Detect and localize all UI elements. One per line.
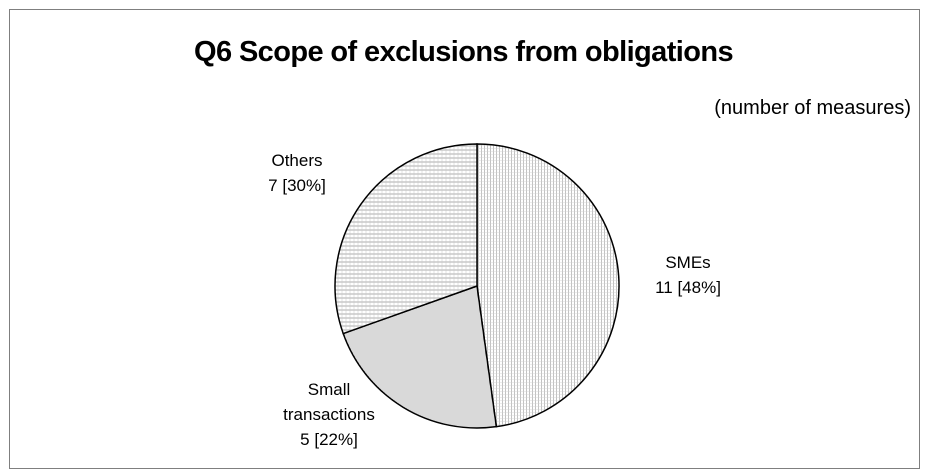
chart-title: Q6 Scope of exclusions from obligations: [194, 36, 734, 68]
pie-slice-others: [334, 143, 478, 335]
pie-chart: [334, 143, 620, 429]
slice-name-line-2: transactions: [283, 405, 375, 424]
slice-label-small-transactions: Small transactions 5 [22%]: [274, 377, 384, 452]
slice-value: 7 [30%]: [268, 176, 326, 195]
slice-value: 11 [48%]: [655, 278, 721, 297]
slice-value: 5 [22%]: [300, 430, 358, 449]
slice-name: Others: [271, 151, 323, 170]
slice-label-others: Others 7 [30%]: [252, 148, 342, 198]
slice-name-line-1: Small: [307, 380, 351, 399]
chart-subtitle: (number of measures): [714, 97, 911, 119]
pie-slice-small-transactions: [342, 284, 498, 429]
slice-name: SMEs: [665, 253, 711, 272]
pie-slice-smes: [476, 143, 620, 428]
slice-label-smes: SMEs 11 [48%]: [648, 250, 728, 300]
